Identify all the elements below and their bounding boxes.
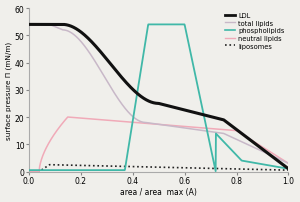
X-axis label: area / area  max (A): area / area max (A) [120, 187, 197, 197]
Y-axis label: surface pressure Π (mN/m): surface pressure Π (mN/m) [6, 41, 12, 139]
Legend: LDL, total lipids, phospholipids, neutral lipids, liposomes: LDL, total lipids, phospholipids, neutra… [223, 10, 287, 52]
